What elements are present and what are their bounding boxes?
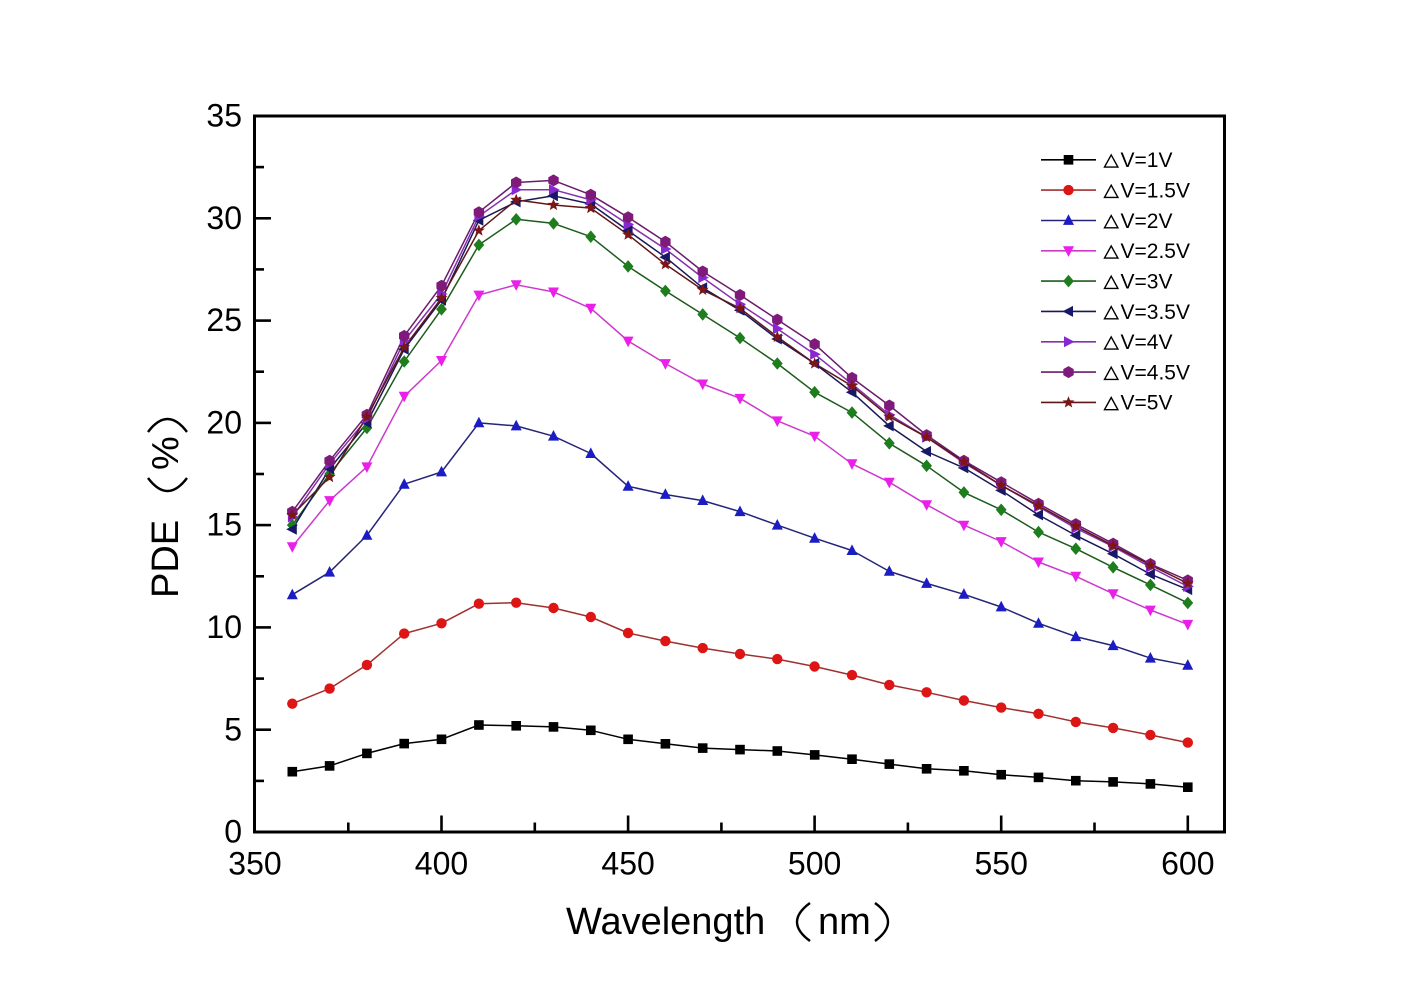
svg-text:%: % bbox=[145, 436, 187, 470]
svg-text:500: 500 bbox=[788, 846, 841, 882]
svg-text:V=3.5V: V=3.5V bbox=[1121, 301, 1190, 324]
svg-text:V=3V: V=3V bbox=[1121, 270, 1173, 293]
svg-text:15: 15 bbox=[206, 507, 242, 543]
svg-text:25: 25 bbox=[206, 302, 242, 338]
svg-text:400: 400 bbox=[415, 846, 468, 882]
svg-text:5: 5 bbox=[224, 711, 242, 747]
svg-text:20: 20 bbox=[206, 405, 242, 441]
svg-text:PDE: PDE bbox=[145, 520, 187, 598]
svg-text:V=1.5V: V=1.5V bbox=[1121, 179, 1190, 202]
svg-text:30: 30 bbox=[206, 200, 242, 236]
svg-text:Wavelength: Wavelength bbox=[566, 901, 765, 943]
svg-text:V=4.5V: V=4.5V bbox=[1121, 361, 1190, 384]
svg-text:450: 450 bbox=[601, 846, 654, 882]
svg-text:V=2.5V: V=2.5V bbox=[1121, 240, 1190, 263]
svg-text:350: 350 bbox=[228, 846, 281, 882]
svg-text:550: 550 bbox=[975, 846, 1028, 882]
svg-text:nm: nm bbox=[818, 901, 871, 943]
svg-text:V=1V: V=1V bbox=[1121, 149, 1173, 172]
svg-text:V=4V: V=4V bbox=[1121, 331, 1173, 354]
svg-text:V=5V: V=5V bbox=[1121, 392, 1173, 415]
svg-text:10: 10 bbox=[206, 609, 242, 645]
svg-text:35: 35 bbox=[206, 98, 242, 134]
svg-text:0: 0 bbox=[224, 814, 242, 850]
svg-text:600: 600 bbox=[1161, 846, 1214, 882]
svg-text:V=2V: V=2V bbox=[1121, 210, 1173, 233]
